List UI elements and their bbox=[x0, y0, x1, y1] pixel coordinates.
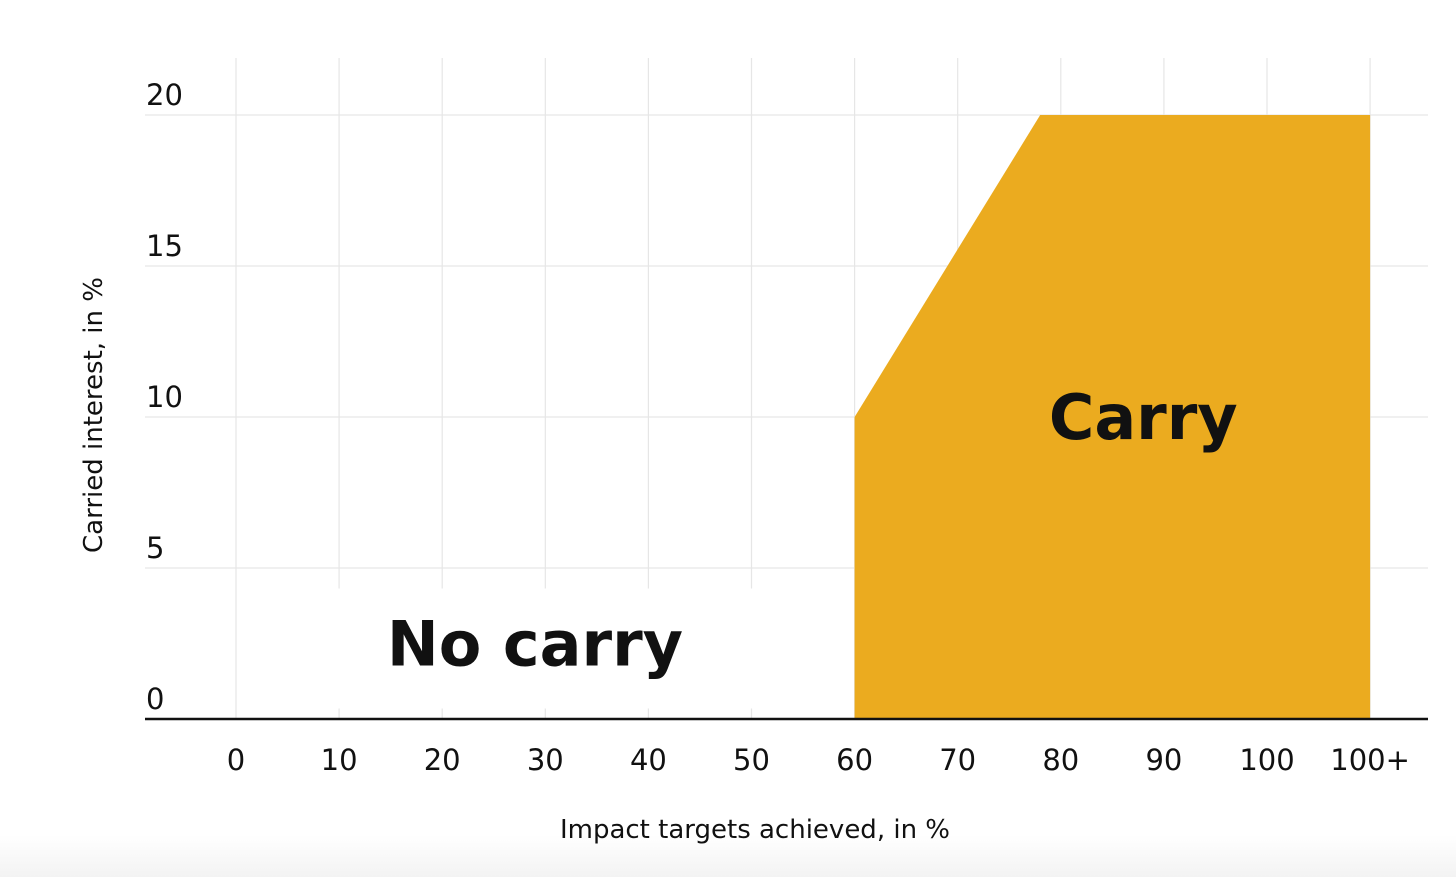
x-tick-label: 100 bbox=[1239, 743, 1294, 777]
x-tick-label: 70 bbox=[939, 743, 976, 777]
x-axis-tick-labels: 0 10 20 30 40 50 60 70 80 90 100 100+ bbox=[227, 743, 1410, 777]
x-tick-label: 10 bbox=[321, 743, 358, 777]
label-backgrounds bbox=[294, 588, 775, 709]
carry-area bbox=[854, 115, 1371, 719]
y-tick-label: 20 bbox=[146, 78, 183, 112]
y-tick-label: 15 bbox=[146, 229, 183, 263]
no-carry-label-background bbox=[294, 588, 775, 709]
x-tick-label: 20 bbox=[424, 743, 461, 777]
x-tick-label: 90 bbox=[1145, 743, 1182, 777]
y-axis-title: Carried interest, in % bbox=[79, 277, 109, 553]
no-carry-region-label: No carry bbox=[387, 608, 683, 681]
data-area-layer bbox=[854, 115, 1371, 719]
x-tick-label: 30 bbox=[527, 743, 564, 777]
x-axis-title: Impact targets achieved, in % bbox=[560, 815, 950, 845]
x-tick-label: 0 bbox=[227, 743, 245, 777]
x-tick-label: 80 bbox=[1042, 743, 1079, 777]
x-tick-label: 100+ bbox=[1330, 743, 1410, 777]
y-tick-label: 10 bbox=[146, 380, 183, 414]
carry-region-label: Carry bbox=[1049, 381, 1238, 454]
x-tick-label: 40 bbox=[630, 743, 667, 777]
y-tick-label: 0 bbox=[146, 682, 164, 716]
x-tick-label: 50 bbox=[733, 743, 770, 777]
y-axis-tick-labels: 0 5 10 15 20 bbox=[146, 78, 183, 716]
x-tick-label: 60 bbox=[836, 743, 873, 777]
y-tick-label: 5 bbox=[146, 531, 164, 565]
region-annotations: Carry No carry bbox=[387, 381, 1238, 681]
